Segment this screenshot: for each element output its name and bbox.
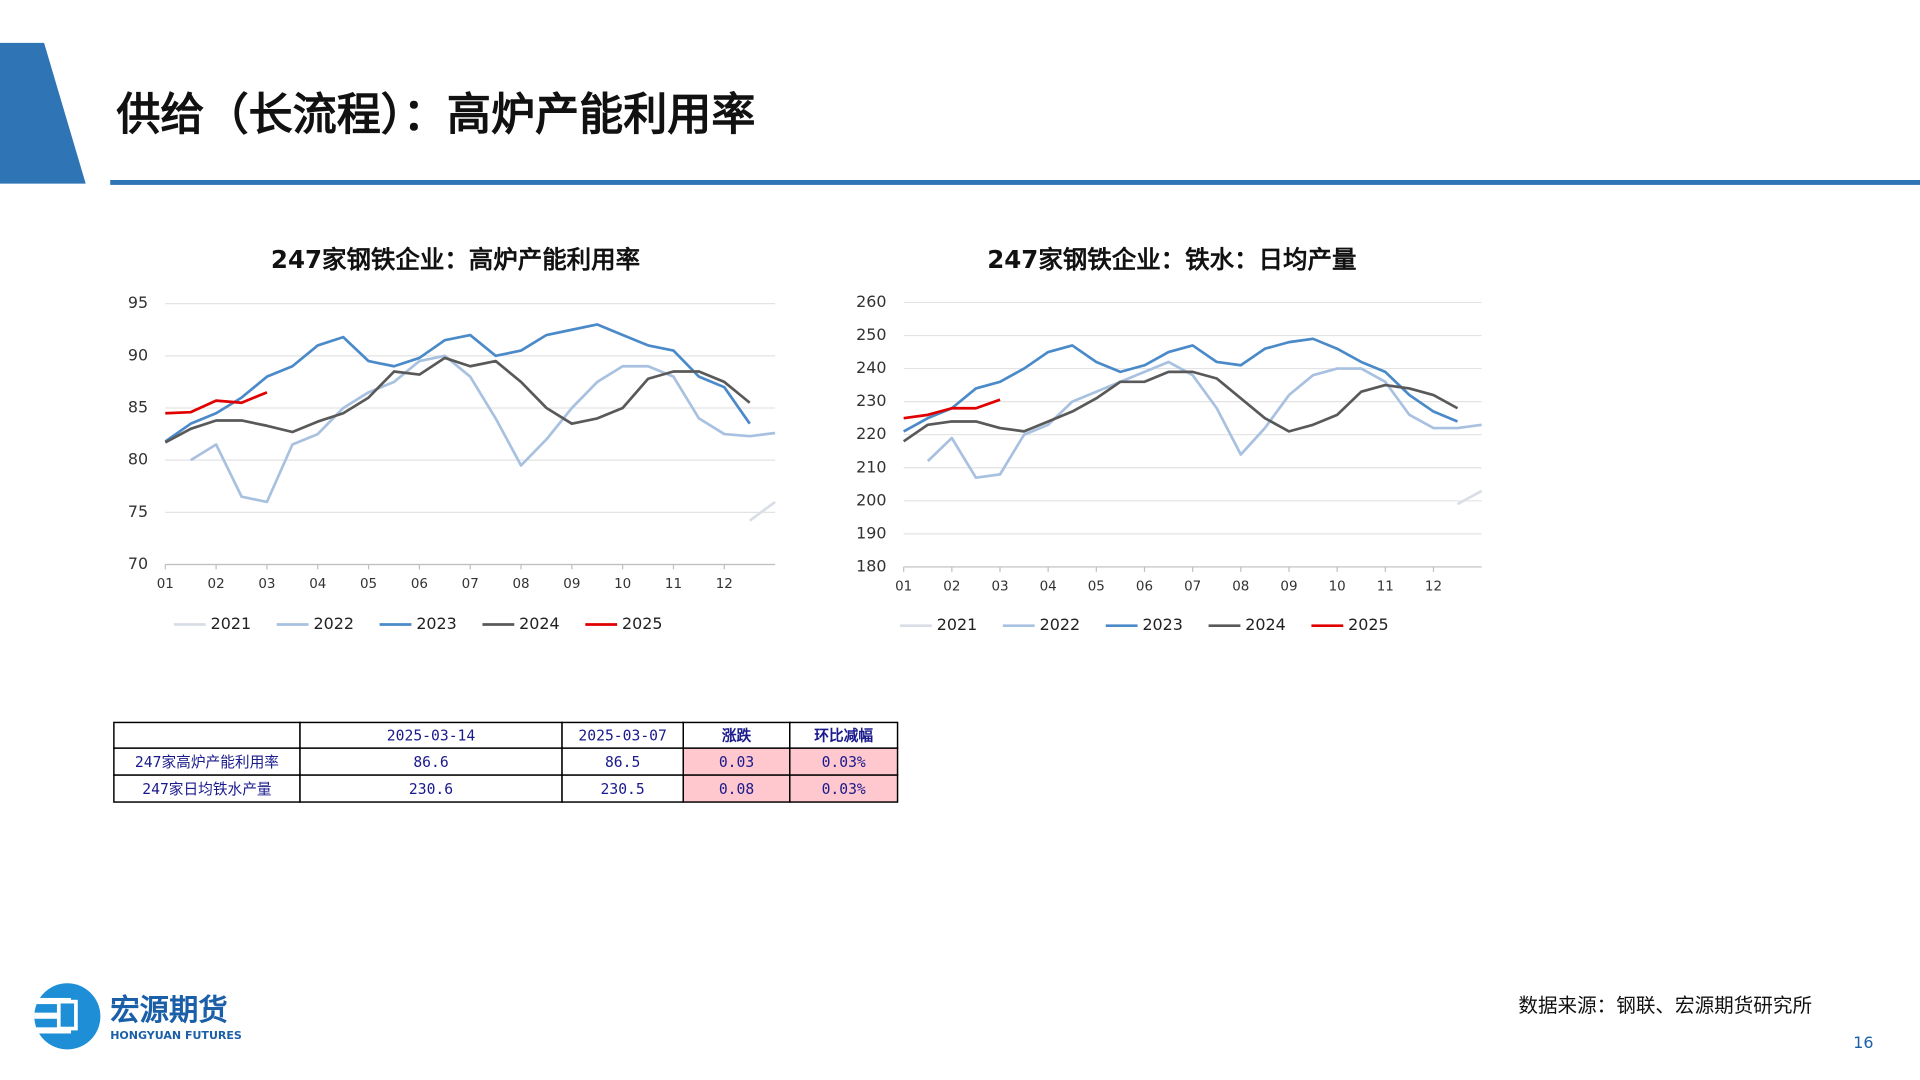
x-tick-label: 02	[943, 580, 960, 595]
x-tick-label: 01	[157, 577, 174, 592]
data-table: 2025-03-14 2025-03-07 涨跌 环比减幅 247家高炉产能利用率 86.…	[113, 721, 899, 803]
y-tick-label: 240	[856, 358, 886, 377]
table-value: 86.6	[413, 754, 448, 771]
legend-label: 2021	[211, 614, 251, 633]
x-tick-label: 10	[614, 577, 631, 592]
table-value: 0.03%	[822, 754, 866, 771]
table-cell	[113, 747, 301, 776]
table-header: 2025-03-14	[387, 728, 476, 745]
table-value: 86.5	[605, 754, 640, 771]
series-line	[164, 356, 751, 444]
table-value: 247家日均铁水产量	[142, 781, 272, 798]
table-value: 0.03	[719, 754, 754, 771]
page-number: 16	[1853, 1033, 1873, 1052]
legend-label: 2023	[416, 614, 456, 633]
logo-subtitle: HONGYUAN FUTURES	[110, 1029, 242, 1042]
x-tick-label: 04	[1040, 580, 1057, 595]
table-value: 0.08	[719, 781, 754, 798]
x-tick-label: 12	[1425, 580, 1442, 595]
y-tick-label: 210	[856, 457, 886, 476]
y-tick-label: 95	[128, 293, 148, 312]
table-cell	[299, 774, 563, 803]
table-header: 环比减幅	[814, 727, 873, 745]
x-tick-label: 04	[309, 577, 326, 592]
x-tick-label: 07	[462, 577, 479, 592]
y-tick-label: 220	[856, 424, 886, 443]
table-header: 2025-03-07	[578, 728, 666, 745]
x-tick-label: 12	[716, 577, 733, 592]
x-tick-label: 06	[1136, 580, 1153, 595]
series-line	[165, 391, 268, 415]
x-tick-label: 10	[1329, 580, 1346, 595]
chart-title: 247家钢铁企业：铁水：日均产量	[987, 245, 1356, 274]
table-cell	[789, 774, 899, 803]
table-cell	[113, 774, 301, 803]
logo-stripe	[34, 997, 72, 1005]
table-cell	[113, 721, 301, 749]
series-line	[903, 398, 1001, 420]
header-shape	[0, 42, 86, 184]
x-tick-label: 03	[991, 580, 1008, 595]
series-line	[1456, 489, 1483, 506]
legend-label: 2025	[622, 614, 662, 633]
table-value: 0.03%	[822, 781, 866, 798]
x-tick-label: 11	[665, 577, 682, 592]
legend-label: 2022	[313, 614, 353, 633]
logo-name: 宏源期货	[110, 993, 228, 1027]
table-cell	[561, 747, 684, 776]
y-tick-label: 85	[128, 398, 148, 417]
table-value: 247家高炉产能利用率	[135, 754, 279, 771]
x-tick-label: 09	[1280, 580, 1297, 595]
legend-label: 2025	[1348, 615, 1388, 634]
logo-stripe	[34, 1027, 72, 1034]
y-tick-label: 70	[128, 554, 148, 573]
x-tick-label: 05	[1088, 580, 1105, 595]
y-tick-label: 190	[856, 523, 886, 542]
y-tick-label: 180	[856, 556, 886, 575]
x-tick-label: 09	[563, 577, 580, 592]
table-value: 230.5	[601, 781, 645, 798]
x-tick-label: 07	[1184, 580, 1201, 595]
x-tick-label: 02	[208, 577, 225, 592]
series-line	[190, 354, 776, 504]
series-line	[926, 360, 1482, 480]
x-tick-label: 08	[512, 577, 529, 592]
x-tick-label: 11	[1377, 580, 1394, 595]
y-tick-label: 200	[856, 490, 886, 509]
series-line	[164, 323, 751, 443]
y-tick-label: 260	[856, 292, 886, 311]
table-cell	[561, 774, 684, 803]
legend-label: 2024	[1245, 615, 1285, 634]
y-tick-label: 75	[128, 502, 148, 521]
logo-square	[56, 999, 78, 1031]
table-cell	[789, 721, 899, 749]
x-tick-label: 08	[1232, 580, 1249, 595]
legend-label: 2023	[1142, 615, 1182, 634]
table-cell	[561, 721, 684, 749]
x-tick-label: 01	[895, 580, 912, 595]
table-value: 230.6	[409, 781, 453, 798]
source-note: 数据来源：钢联、宏源期货研究所	[1518, 994, 1812, 1017]
series-line	[902, 370, 1459, 443]
x-tick-label: 05	[360, 577, 377, 592]
y-tick-label: 90	[128, 345, 148, 364]
logo: 宏源期货 HONGYUAN FUTURES	[34, 983, 242, 1050]
legend-label: 2022	[1040, 615, 1080, 634]
table-header: 涨跌	[722, 728, 752, 745]
series-line	[748, 500, 776, 522]
legend-label: 2024	[519, 614, 559, 633]
header-rule	[110, 180, 1920, 185]
page-title: 供给（长流程）：高炉产能利用率	[116, 90, 755, 141]
y-tick-label: 230	[856, 391, 886, 410]
x-tick-label: 06	[411, 577, 428, 592]
table-cell	[299, 747, 563, 776]
y-tick-label: 80	[128, 450, 148, 469]
logo-stripe	[34, 1012, 72, 1019]
legend-label: 2021	[937, 615, 977, 634]
chart-title: 247家钢铁企业：高炉产能利用率	[271, 245, 640, 274]
series-line	[903, 337, 1459, 433]
y-tick-label: 250	[856, 325, 886, 344]
x-tick-label: 03	[258, 577, 275, 592]
